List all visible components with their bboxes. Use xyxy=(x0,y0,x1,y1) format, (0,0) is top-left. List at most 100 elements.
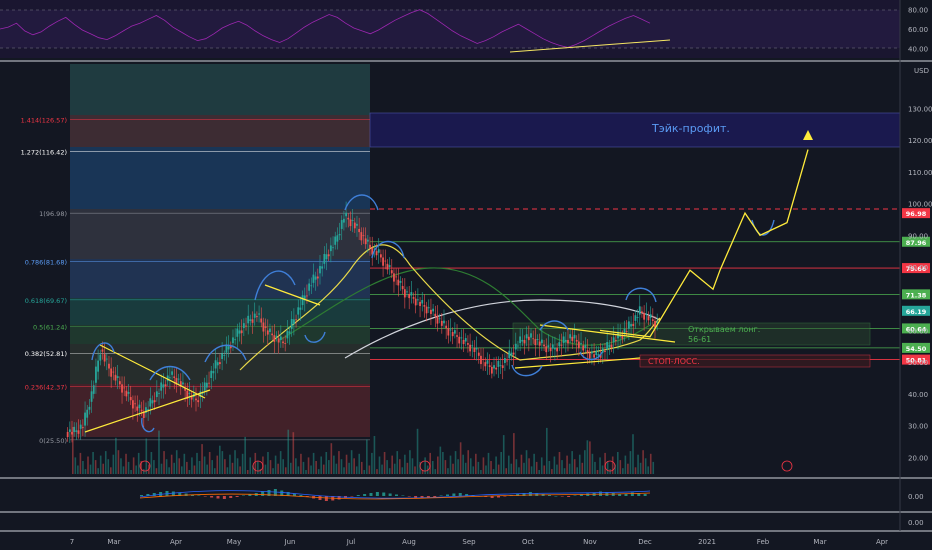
earnings-icon[interactable] xyxy=(419,460,431,472)
price-axis[interactable]: 96.98 87.96 79.66 71.38 66.19 60.64 54.50 50.81… xyxy=(902,105,932,462)
candle xyxy=(75,430,78,432)
volume-bar xyxy=(333,455,335,474)
volume-bar xyxy=(168,467,170,474)
volume-bar xyxy=(74,457,77,474)
candle xyxy=(434,313,437,317)
volume-bar xyxy=(317,469,320,474)
candle xyxy=(445,325,448,329)
candle xyxy=(601,348,604,353)
volume-bar xyxy=(94,460,97,474)
candle xyxy=(625,331,628,333)
candle xyxy=(86,409,89,418)
price-badge xyxy=(902,323,930,334)
arc-8 xyxy=(625,287,657,303)
earnings-icon[interactable] xyxy=(252,460,264,472)
earnings-icon[interactable] xyxy=(781,460,793,472)
candle xyxy=(366,239,369,242)
volume-bar xyxy=(330,443,333,474)
macd-bar xyxy=(216,496,220,499)
price-tick: 40.00 xyxy=(908,391,928,399)
candle xyxy=(284,343,287,344)
volume-bar xyxy=(596,470,599,474)
macd-signal-line xyxy=(139,492,651,500)
fib-zone-top xyxy=(70,64,370,115)
volume-bar xyxy=(348,462,350,474)
stop-loss-zone xyxy=(639,354,871,368)
volume-bar xyxy=(429,452,432,474)
volume-bar xyxy=(411,458,414,474)
volume-bar xyxy=(398,459,401,474)
candle xyxy=(260,318,263,323)
time-tick: Oct xyxy=(522,538,534,546)
candle xyxy=(536,339,539,340)
candle xyxy=(190,395,193,400)
candle xyxy=(571,336,574,341)
volume-bar xyxy=(363,470,366,474)
candle xyxy=(356,223,358,226)
macd-bar xyxy=(579,494,583,496)
macd-bar xyxy=(522,493,526,496)
volume-bar xyxy=(649,453,652,474)
candle xyxy=(419,301,421,307)
candle xyxy=(249,319,252,321)
candle xyxy=(645,313,648,315)
time-axis[interactable]: 7 Mar Apr May Jun Jul Aug Sep Oct Nov Dec 2021 Feb Ma… xyxy=(70,538,888,546)
fib-zone-1 xyxy=(70,209,370,259)
price-badge-text: 60.64 xyxy=(906,325,927,333)
candle xyxy=(132,400,134,409)
candle xyxy=(343,218,345,223)
volume-bar xyxy=(431,461,434,474)
volume-bar xyxy=(586,440,589,474)
candle xyxy=(227,346,230,350)
macd-pane: 0.00 xyxy=(139,489,924,501)
candle xyxy=(149,398,152,407)
candle xyxy=(153,400,156,403)
volume-bar xyxy=(571,451,573,474)
volume-bar xyxy=(464,462,467,474)
trendline-support-1 xyxy=(84,389,211,433)
candle xyxy=(118,381,121,385)
rsi-tick: 80.00 xyxy=(908,7,928,15)
volume-bar xyxy=(500,452,502,474)
earnings-icon[interactable] xyxy=(139,460,151,472)
candle xyxy=(195,398,197,401)
volume-bar xyxy=(492,469,495,474)
candle xyxy=(201,393,204,395)
indicator-tick: 0.00 xyxy=(908,519,924,527)
price-tick: 110.00 xyxy=(908,169,932,177)
volume-bar xyxy=(632,434,634,474)
volume-bar xyxy=(92,452,94,474)
candle xyxy=(530,333,532,338)
fib-zone-1272 xyxy=(70,147,370,209)
volume-bar xyxy=(305,470,307,474)
candle xyxy=(273,335,276,342)
volume-bar xyxy=(198,461,201,474)
volume-bar xyxy=(426,465,429,474)
volume-bar xyxy=(497,464,500,474)
volume-bar xyxy=(530,466,533,474)
price-badge-text: 66.19 xyxy=(906,308,927,316)
volume-bar xyxy=(160,463,163,474)
volume-bar xyxy=(264,464,267,474)
arc-6 xyxy=(371,241,405,259)
candle xyxy=(351,220,354,222)
time-tick: Apr xyxy=(876,538,888,546)
candle xyxy=(325,254,328,260)
pattern-arcs xyxy=(91,194,775,433)
macd-line xyxy=(139,490,651,499)
volume-bar xyxy=(558,452,561,474)
volume-bar xyxy=(490,461,492,474)
volume-bar xyxy=(206,464,208,474)
candle xyxy=(599,354,602,358)
candle xyxy=(312,274,315,283)
volume-bar xyxy=(386,460,388,474)
volume-bar xyxy=(467,450,470,474)
volume-bar xyxy=(130,470,132,474)
volume-bar xyxy=(556,464,558,474)
candle xyxy=(105,358,108,360)
volume-bar xyxy=(120,458,122,474)
candle xyxy=(321,266,324,269)
earnings-icon[interactable] xyxy=(604,460,616,472)
candle xyxy=(297,307,300,315)
